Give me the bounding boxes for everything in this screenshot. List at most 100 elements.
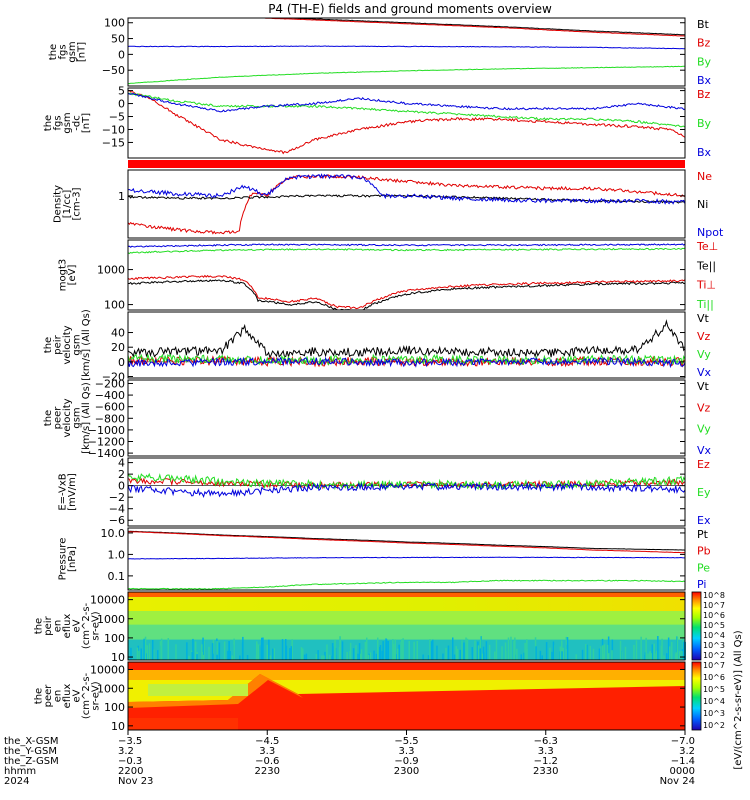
y-tick-label: 5 bbox=[118, 85, 125, 98]
y-tick-label: 2 bbox=[118, 468, 125, 481]
panel-peer-velocity: −200−400−600−800−1000−1200−1400 thepeerve… bbox=[43, 377, 712, 460]
y-tick-label: 0 bbox=[118, 356, 125, 369]
legend-Vy: Vy bbox=[697, 423, 711, 436]
y-tick-label: 0 bbox=[118, 48, 125, 61]
y-tick-label: −15 bbox=[102, 136, 125, 149]
y-tick-label: 1 bbox=[118, 190, 125, 203]
x-tick-label: Nov 23 bbox=[118, 776, 153, 787]
series-temperature-Ti|| bbox=[127, 247, 686, 255]
y-axis-label: gsm bbox=[62, 112, 73, 133]
legend-Vz: Vz bbox=[697, 401, 711, 414]
colorbar-tick-label: 10^4 bbox=[703, 631, 725, 640]
y-tick-label: 10 bbox=[111, 651, 125, 664]
colorbar-tick-label: 10^8 bbox=[703, 591, 725, 600]
y-axis-label: peir bbox=[53, 334, 64, 354]
legend-Vx: Vx bbox=[697, 366, 712, 379]
y-axis-label: eV bbox=[72, 619, 83, 632]
colorbar-tick-label: 10^6 bbox=[703, 611, 725, 620]
legend-Vt: Vt bbox=[697, 380, 710, 393]
legend-Ni: Ni bbox=[697, 198, 708, 211]
y-axis-label: en bbox=[53, 690, 64, 703]
colorbars: 10^810^710^610^510^410^310^210^710^610^5… bbox=[691, 591, 744, 770]
legend-Pt: Pt bbox=[697, 528, 709, 541]
peir-eflux-spectrogram bbox=[128, 592, 686, 660]
series-fgs-gsm-Bx bbox=[127, 45, 686, 50]
legend-Vt: Vt bbox=[697, 312, 710, 325]
colorbar-tick-label: 10^5 bbox=[703, 621, 725, 630]
x-tick-label: 2230 bbox=[255, 766, 280, 777]
legend-Ex: Ex bbox=[697, 514, 711, 527]
panel-frame bbox=[127, 311, 686, 379]
y-axis-label: velocity bbox=[62, 398, 73, 437]
colorbar-tick-label: 10^5 bbox=[703, 685, 725, 694]
y-tick-label: −1200 bbox=[88, 435, 125, 448]
legend-Bx: Bx bbox=[697, 146, 712, 159]
panel-mode-bar bbox=[128, 160, 685, 168]
y-tick-label: 4 bbox=[118, 457, 125, 470]
colorbar-1 bbox=[691, 591, 702, 661]
legend-Ey: Ey bbox=[697, 486, 711, 499]
legend-Pi: Pi bbox=[697, 578, 706, 591]
y-axis-label: mogt3 bbox=[57, 259, 68, 292]
y-tick-label: 10000 bbox=[90, 594, 125, 607]
y-axis-label: fgs bbox=[57, 44, 68, 59]
y-axis-label: gsm bbox=[67, 41, 78, 62]
figure-title: P4 (TH-E) fields and ground moments over… bbox=[268, 2, 552, 16]
series-temperature-Te⊥ bbox=[127, 274, 686, 310]
y-tick-label: 0 bbox=[118, 480, 125, 493]
y-tick-label: 1000 bbox=[97, 613, 125, 626]
panel-frame bbox=[127, 527, 686, 591]
legend-Te||: Te|| bbox=[696, 259, 716, 272]
legend-Bt: Bt bbox=[697, 18, 710, 31]
legend-Bx: Bx bbox=[697, 74, 712, 87]
y-axis-label: (cm^2-s- bbox=[81, 602, 92, 649]
x-axis-row-label: the_Y-GSM bbox=[4, 746, 57, 757]
panel-frame bbox=[127, 87, 686, 159]
y-tick-label: 10.0 bbox=[101, 527, 126, 540]
y-tick-label: −2 bbox=[109, 491, 125, 504]
y-axis-label: the bbox=[48, 44, 59, 60]
x-tick-label: −4.5 bbox=[255, 736, 279, 747]
y-tick-label: −20 bbox=[102, 371, 125, 384]
legend-Pb: Pb bbox=[697, 545, 711, 558]
y-axis-label: eV bbox=[72, 689, 83, 702]
y-axis-label: [km/s] (All Qs) bbox=[81, 382, 92, 454]
y-tick-label: −5 bbox=[109, 111, 125, 124]
legend-Bz: Bz bbox=[697, 37, 711, 50]
x-tick-label: −0.3 bbox=[118, 756, 142, 767]
y-axis-label: peer bbox=[43, 684, 54, 708]
y-axis-label: [nPa] bbox=[67, 546, 78, 572]
x-tick-label: −5.5 bbox=[394, 736, 418, 747]
y-axis-label: [mV/m] bbox=[67, 473, 78, 511]
series-fgs-gsm-Bt bbox=[128, 17, 686, 36]
y-axis-label: the bbox=[43, 337, 54, 353]
series-fgs-gsm-dc-Bz bbox=[127, 90, 686, 155]
x-tick-label: −0.9 bbox=[394, 756, 418, 767]
colorbar-tick-label: 10^2 bbox=[703, 651, 725, 660]
y-axis-label: [eV] bbox=[67, 265, 78, 286]
series-exb-Ey bbox=[127, 472, 686, 491]
panel-frame bbox=[127, 169, 686, 239]
y-tick-label: −50 bbox=[102, 64, 125, 77]
x-tick-label: 3.3 bbox=[259, 746, 275, 757]
legend-Ti⊥: Ti⊥ bbox=[696, 279, 716, 292]
x-tick-label: 0000 bbox=[670, 766, 695, 777]
panel-frame bbox=[127, 17, 686, 87]
y-tick-label: 10 bbox=[111, 720, 125, 733]
series-fgs-gsm-By bbox=[128, 65, 686, 85]
y-axis-label: peer bbox=[53, 406, 64, 430]
x-axis-row-label: the_X-GSM bbox=[4, 736, 58, 747]
legend-Pe: Pe bbox=[697, 561, 710, 574]
x-tick-label: −3.5 bbox=[118, 736, 142, 747]
x-tick-label: −1.4 bbox=[671, 756, 695, 767]
y-axis-label: peir bbox=[43, 615, 54, 635]
y-tick-label: 100 bbox=[104, 632, 125, 645]
y-tick-label: −10 bbox=[102, 123, 125, 136]
y-tick-label: −4 bbox=[109, 503, 125, 516]
y-tick-label: 0.1 bbox=[108, 570, 126, 583]
series-pressure-Pb bbox=[127, 531, 686, 554]
mode-bar-strip bbox=[128, 160, 685, 168]
x-tick-label: 2330 bbox=[533, 766, 558, 777]
